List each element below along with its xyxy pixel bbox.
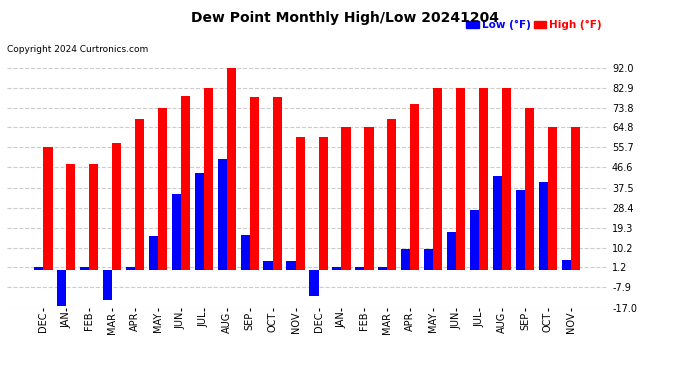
Bar xyxy=(103,270,112,300)
Bar xyxy=(66,164,75,270)
Bar xyxy=(264,261,273,270)
Bar xyxy=(493,177,502,270)
Bar xyxy=(342,128,351,270)
Bar xyxy=(401,249,411,270)
Bar xyxy=(433,87,442,270)
Text: Dew Point Monthly High/Low 20241204: Dew Point Monthly High/Low 20241204 xyxy=(191,11,499,25)
Bar xyxy=(181,96,190,270)
Bar xyxy=(286,261,295,270)
Bar xyxy=(158,108,167,270)
Bar xyxy=(378,267,387,270)
Bar xyxy=(204,87,213,270)
Legend: Low (°F), High (°F): Low (°F), High (°F) xyxy=(466,20,602,30)
Bar xyxy=(149,236,158,270)
Bar xyxy=(424,249,433,270)
Bar xyxy=(525,108,534,270)
Bar xyxy=(241,235,250,270)
Bar xyxy=(195,173,204,270)
Bar xyxy=(273,97,282,270)
Bar xyxy=(571,128,580,270)
Bar xyxy=(295,137,305,270)
Bar xyxy=(470,210,479,270)
Bar xyxy=(548,128,557,270)
Bar xyxy=(172,194,181,270)
Bar xyxy=(479,87,489,270)
Bar xyxy=(34,267,43,270)
Bar xyxy=(387,119,397,270)
Bar xyxy=(515,190,525,270)
Bar xyxy=(355,267,364,270)
Bar xyxy=(411,104,420,270)
Bar xyxy=(80,267,89,270)
Bar xyxy=(539,182,548,270)
Bar xyxy=(112,144,121,270)
Bar xyxy=(250,97,259,270)
Bar xyxy=(502,87,511,270)
Bar xyxy=(364,128,373,270)
Bar xyxy=(89,164,99,270)
Text: Copyright 2024 Curtronics.com: Copyright 2024 Curtronics.com xyxy=(7,45,148,54)
Bar xyxy=(562,260,571,270)
Bar xyxy=(309,270,319,297)
Bar xyxy=(227,68,236,270)
Bar xyxy=(319,137,328,270)
Bar xyxy=(217,159,227,270)
Bar xyxy=(126,267,135,270)
Bar xyxy=(333,267,342,270)
Bar xyxy=(43,147,52,270)
Bar xyxy=(456,87,465,270)
Bar xyxy=(447,231,456,270)
Bar xyxy=(135,119,144,270)
Bar xyxy=(57,270,66,306)
